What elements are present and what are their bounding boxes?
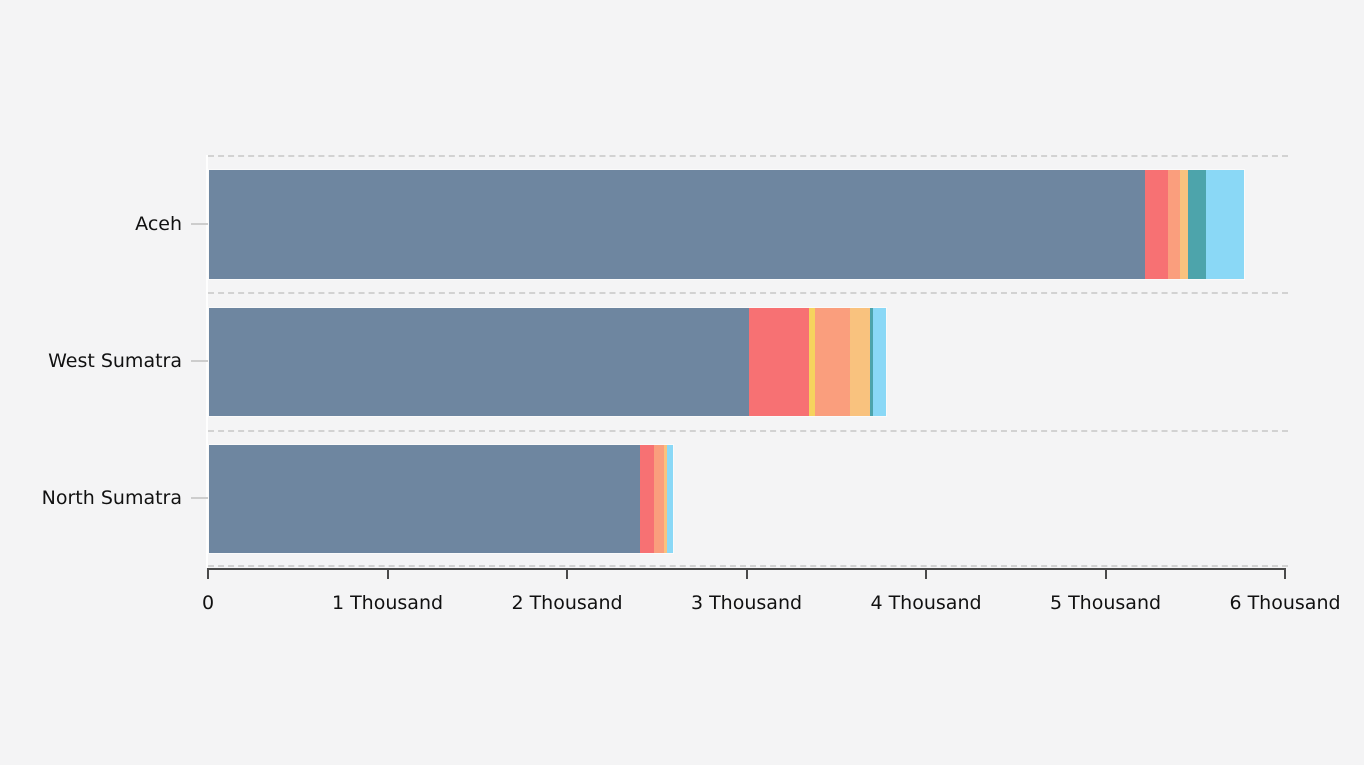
row-separator-dashed-line (208, 429, 1288, 432)
category-label: North Sumatra (41, 487, 182, 510)
bar-segment-red[interactable] (749, 307, 810, 417)
x-axis-tick (566, 567, 568, 579)
bar-segment-light-blue[interactable] (1206, 170, 1244, 279)
bar-segment-light-blue[interactable] (666, 445, 673, 554)
bar-segment-salmon[interactable] (1167, 170, 1181, 279)
category-tick-mark (191, 359, 208, 362)
bar-segment-slate-blue[interactable] (209, 445, 640, 554)
x-axis-tick-label: 0 (201, 592, 215, 614)
bar-segment-light-blue[interactable] (873, 307, 886, 417)
bar-segment-teal[interactable] (869, 307, 874, 417)
category-label: Aceh (135, 212, 182, 235)
bar-segment-red[interactable] (639, 445, 655, 554)
bar-north-sumatra[interactable] (208, 444, 674, 555)
category-tick-mark (191, 497, 208, 500)
bar-segment-orange[interactable] (1180, 170, 1189, 279)
bar-segment-salmon[interactable] (654, 445, 665, 554)
bar-west-sumatra[interactable] (208, 306, 887, 418)
x-axis-tick (925, 567, 927, 579)
x-axis-tick (1104, 567, 1107, 579)
x-axis-tick (207, 567, 209, 579)
bar-segment-yellow[interactable] (809, 307, 815, 417)
bar-segment-slate-blue[interactable] (209, 307, 750, 417)
bar-segment-red[interactable] (1145, 170, 1168, 279)
bar-segment-orange[interactable] (664, 445, 667, 554)
x-axis-tick (386, 567, 389, 579)
bar-segment-orange[interactable] (849, 307, 870, 417)
x-axis-tick-label: 5 Thousand (1049, 592, 1162, 614)
x-axis-tick-label: 4 Thousand (870, 592, 982, 614)
row-separator-dashed-line (208, 292, 1288, 295)
x-axis-tick-label: 3 Thousand (690, 592, 803, 614)
x-axis-tick-label: 1 Thousand (331, 592, 444, 614)
x-axis-tick (745, 567, 748, 579)
category-tick-mark (191, 222, 208, 225)
bottom-separator-dashed-line (208, 565, 1288, 567)
bar-segment-slate-blue[interactable] (209, 170, 1146, 279)
bar-aceh[interactable] (208, 169, 1245, 280)
x-axis-tick-label: 6 Thousand (1229, 592, 1341, 614)
x-axis-tick (1284, 567, 1286, 579)
bar-segment-salmon[interactable] (814, 307, 850, 417)
x-axis-tick-label: 2 Thousand (511, 592, 623, 614)
category-label: West Sumatra (48, 349, 182, 372)
row-separator-dashed-line (208, 155, 1288, 157)
bar-segment-teal[interactable] (1188, 170, 1207, 279)
